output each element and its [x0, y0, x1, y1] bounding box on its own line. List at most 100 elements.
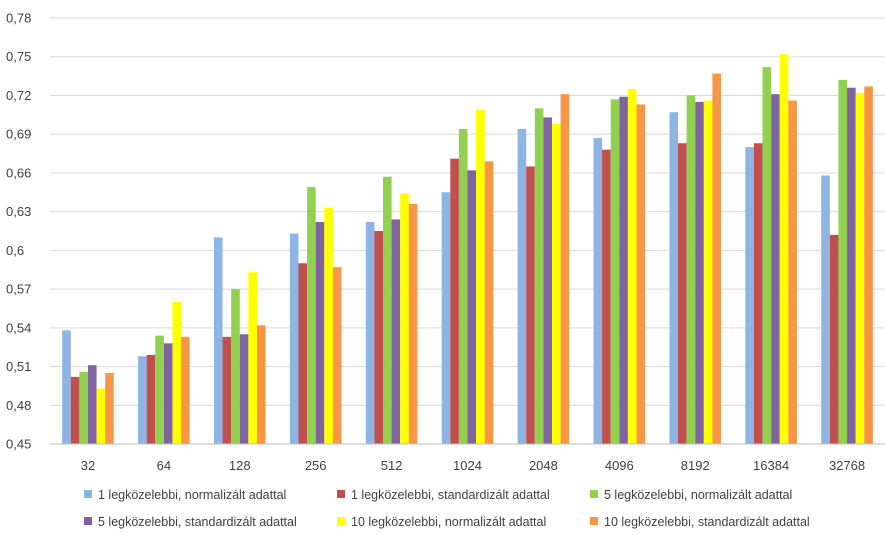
legend-swatch [337, 517, 345, 525]
x-tick-label: 1024 [453, 458, 482, 473]
bar [669, 112, 679, 445]
legend-swatch [337, 490, 345, 498]
bar [289, 233, 299, 444]
bar [307, 187, 316, 445]
x-tick-label: 16384 [753, 458, 789, 473]
bar [821, 175, 830, 444]
bar [745, 147, 754, 444]
bar [560, 94, 570, 444]
bar [593, 138, 603, 444]
bar [382, 176, 392, 445]
y-tick-label: 0,66 [6, 165, 31, 180]
bar [762, 67, 772, 445]
y-tick-label: 0,75 [6, 49, 31, 64]
x-tick-label: 8192 [681, 458, 710, 473]
bar [231, 289, 240, 444]
bar [365, 221, 375, 444]
bar [703, 100, 713, 445]
bar [213, 237, 223, 444]
bar [712, 73, 722, 444]
x-tick-label: 32 [81, 458, 95, 473]
y-tick-label: 0,78 [6, 11, 31, 26]
bar [779, 54, 789, 445]
legend-label: 10 legközelebbi, standardizált adattal [604, 515, 810, 529]
bar [324, 207, 333, 444]
bar [105, 373, 114, 444]
bar [543, 117, 553, 445]
bar [458, 129, 468, 444]
legend-label: 5 legközelebbi, normalizált adattal [604, 488, 792, 502]
bar [181, 336, 190, 444]
bar [476, 109, 485, 445]
bar [138, 356, 147, 444]
legend-swatch [590, 490, 598, 498]
bar [146, 354, 156, 444]
bar [838, 79, 848, 445]
bar [467, 170, 477, 444]
bar [96, 388, 106, 444]
bar [441, 192, 451, 444]
bar [602, 149, 611, 444]
bar [400, 193, 409, 444]
y-tick-label: 0,69 [6, 127, 31, 142]
y-tick-label: 0,6 [6, 243, 24, 258]
bar [610, 99, 620, 444]
bar [636, 104, 646, 444]
bar [686, 95, 696, 445]
legend-label: 5 legközelebbi, standardizált adattal [98, 515, 297, 529]
bar [163, 343, 173, 444]
bar [552, 123, 561, 444]
bar [315, 221, 325, 444]
x-tick-label: 512 [381, 458, 403, 473]
y-tick-label: 0,51 [6, 359, 31, 374]
bar [248, 272, 257, 444]
bar [87, 365, 97, 444]
y-tick-label: 0,57 [6, 282, 31, 297]
bar [788, 100, 797, 445]
bar [619, 96, 628, 444]
bar [753, 143, 763, 444]
bar [484, 161, 494, 445]
bar [847, 87, 856, 444]
bar [172, 302, 182, 444]
x-tick-label: 64 [157, 458, 171, 473]
bar [450, 158, 459, 444]
x-tick-label: 256 [305, 458, 327, 473]
bar [627, 89, 637, 444]
y-tick-label: 0,63 [6, 204, 31, 219]
legend-swatch [84, 517, 92, 525]
x-tick-label: 4096 [605, 458, 634, 473]
y-tick-label: 0,54 [6, 320, 31, 335]
bar [771, 94, 780, 444]
bar [332, 267, 342, 444]
x-tick-label: 128 [229, 458, 251, 473]
bar [239, 334, 249, 444]
x-tick-label: 2048 [529, 458, 558, 473]
legend-label: 1 legközelebbi, standardizált adattal [351, 488, 550, 502]
bar [62, 330, 71, 444]
bar [695, 101, 704, 444]
legend-swatch [590, 517, 598, 525]
legend-label: 10 legközelebbi, normalizált adattal [351, 515, 546, 529]
bar [408, 203, 418, 444]
bar [864, 86, 873, 444]
bar [298, 263, 308, 444]
bar [526, 166, 535, 445]
bars [62, 54, 873, 445]
y-tick-label: 0,48 [6, 398, 31, 413]
bar [155, 335, 164, 444]
bar [222, 336, 232, 444]
y-tick-label: 0,45 [6, 437, 31, 452]
bar [256, 325, 266, 444]
bar [534, 108, 544, 444]
y-axis: 0,45 0,48 0,51 0,54 0,57 0,6 0,63 0,66 0,69 0,72 0… [6, 11, 31, 452]
x-tick-label: 32768 [829, 458, 865, 473]
bar [517, 129, 527, 444]
x-axis: 32 64 128 256 512 1024 2048 4096 8192 16384 32768 [50, 443, 885, 473]
bar [70, 376, 80, 444]
y-tick-label: 0,72 [6, 88, 31, 103]
legend: 1 legközelebbi, normalizált adattal 1 leg… [84, 488, 810, 529]
bar [391, 219, 401, 444]
bar [79, 371, 88, 444]
